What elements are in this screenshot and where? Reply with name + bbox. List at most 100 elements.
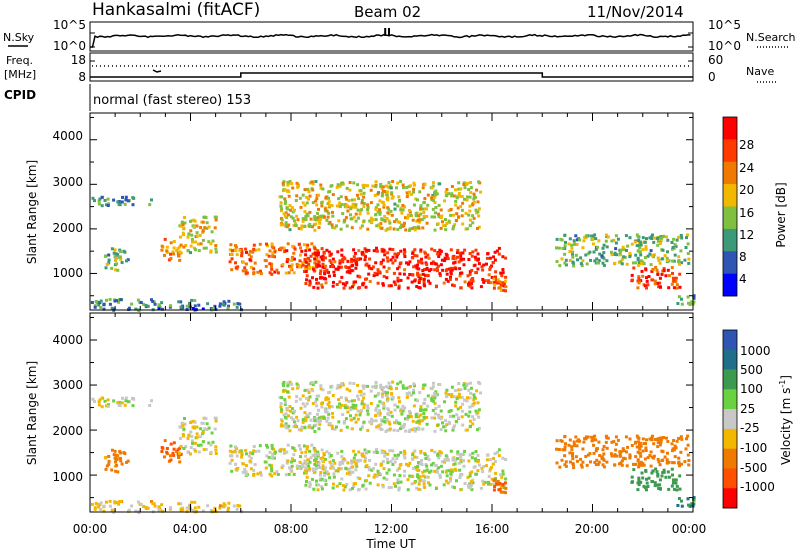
power-echo-cell (455, 196, 459, 200)
power-echo-cell (401, 183, 405, 187)
power-echo-cell (437, 255, 441, 258)
power-echo-cell (350, 198, 354, 202)
velocity-echo-cell (462, 382, 466, 385)
velocity-echo-cell (504, 491, 507, 495)
power-echo-cell (349, 205, 353, 209)
velocity-echo-cell (354, 463, 358, 467)
power-echo-cell (105, 262, 109, 266)
power-echo-region (91, 195, 153, 208)
power-echo-cell (645, 286, 648, 290)
power-echo-cell (103, 199, 107, 202)
velocity-echo-cell (560, 458, 564, 462)
power-echo-cell (493, 283, 497, 287)
velocity-echo-region (91, 396, 153, 409)
power-echo-cell (424, 273, 427, 277)
power-echo-cell (353, 251, 357, 255)
velocity-echo-cell (343, 403, 347, 407)
power-echo-cell (450, 192, 454, 196)
velocity-echo-cell (312, 471, 316, 475)
power-echo-cell (183, 216, 186, 219)
power-echo-cell (425, 221, 429, 225)
velocity-echo-cell (572, 466, 576, 470)
power-echo-cell (285, 249, 289, 253)
velocity-echo-cell (433, 401, 437, 405)
power-echo-cell (687, 261, 691, 265)
power-echo-cell (367, 266, 371, 270)
power-echo-cell (471, 221, 475, 225)
power-echo-cell (437, 203, 441, 207)
velocity-echo-cell (588, 452, 592, 456)
velocity-echo-cell (157, 507, 161, 510)
velocity-echo-cell (379, 423, 383, 427)
power-echo-cell (365, 277, 369, 281)
velocity-echo-cell (686, 443, 690, 447)
power-echo-cell (656, 273, 660, 276)
velocity-echo-cell (417, 419, 421, 423)
power-echo-cell (331, 214, 335, 218)
velocity-echo-cell (665, 458, 669, 462)
velocity-echo-cell (457, 416, 461, 420)
power-echo-cell (263, 259, 267, 262)
power-echo-cell (416, 263, 420, 267)
power-ytick-3000: 3000 (52, 175, 83, 189)
power-echo-cell (94, 300, 98, 303)
velocity-echo-cell (651, 434, 654, 438)
velocity-echo-cell (413, 384, 416, 388)
power-echo-cell (434, 285, 438, 289)
velocity-echo-cell (290, 407, 294, 411)
power-echo-cell (460, 208, 464, 212)
power-echo-cell (637, 275, 641, 279)
velocity-echo-cell (331, 415, 335, 419)
power-echo-cell (281, 181, 285, 185)
velocity-echo-cell (234, 467, 238, 471)
power-echo-cell (287, 194, 291, 198)
velocity-echo-cell (444, 470, 448, 474)
velocity-echo-cell (605, 436, 609, 440)
velocity-echo-cell (104, 467, 108, 471)
power-echo-cell (307, 257, 310, 261)
velocity-echo-cell (402, 425, 406, 429)
power-echo-cell (279, 246, 283, 250)
velocity-echo-cell (413, 481, 417, 485)
velocity-echo-cell (636, 458, 640, 462)
velocity-echo-cell (257, 449, 261, 453)
power-echo-cell (314, 180, 318, 183)
power-echo-cell (258, 242, 262, 246)
velocity-echo-cell (674, 481, 678, 485)
power-echo-cell (306, 214, 310, 218)
power-echo-cell (384, 228, 388, 232)
power-echo-cell (457, 187, 461, 191)
velocity-echo-cell (438, 453, 442, 457)
velocity-echo-cell (619, 450, 623, 454)
velocity-echo-cell (399, 480, 403, 484)
power-echo-cell (286, 242, 290, 246)
power-echo-cell (487, 279, 490, 283)
velocity-echo-cell (348, 488, 352, 492)
power-echo-cell (605, 245, 609, 249)
velocity-cbar-swatch (723, 488, 737, 509)
power-echo-cell (160, 301, 164, 305)
power-echo-cell (477, 180, 481, 184)
power-echo-cell (456, 255, 459, 259)
velocity-echo-cell (326, 403, 330, 406)
velocity-echo-cell (271, 452, 275, 456)
power-echo-cell (432, 181, 435, 185)
velocity-echo-cell (93, 400, 96, 403)
power-echo-cell (601, 246, 605, 250)
power-echo-cell (636, 235, 640, 238)
velocity-echo-cell (582, 440, 586, 444)
power-echo-cell (421, 272, 425, 276)
power-echo-cell (359, 189, 363, 193)
velocity-echo-cell (337, 398, 341, 401)
velocity-echo-cell (163, 439, 167, 443)
velocity-echo-cell (363, 448, 367, 452)
vel-cbar-tick-100: 100 (740, 382, 763, 396)
power-echo-cell (282, 246, 286, 250)
velocity-echo-cell (472, 418, 476, 421)
velocity-echo-cell (264, 466, 268, 470)
velocity-echo-cell (476, 401, 480, 405)
velocity-echo-cell (205, 428, 209, 432)
power-echo-cell (169, 304, 173, 308)
velocity-echo-cell (563, 448, 567, 452)
velocity-echo-cell (172, 441, 176, 445)
